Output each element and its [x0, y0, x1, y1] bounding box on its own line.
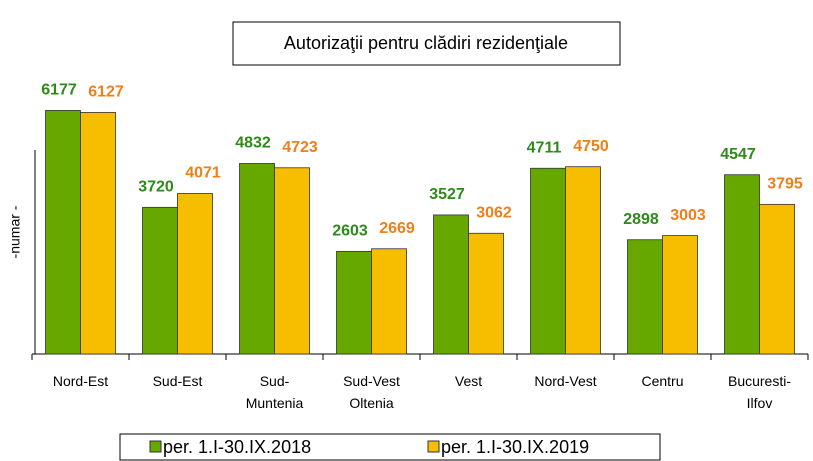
x-tick-label: Vest [455, 373, 482, 389]
bar [662, 235, 698, 355]
value-label: 4832 [235, 135, 271, 152]
legend-label: per. 1.I-30.IX.2018 [163, 437, 311, 457]
value-label: 4750 [573, 138, 609, 155]
bar [45, 110, 81, 355]
bar [530, 167, 566, 355]
x-tick-label: Sud-Est [153, 373, 203, 389]
bar [336, 250, 372, 355]
value-label: 2669 [379, 220, 415, 237]
x-tick-label: Sud-Muntenia [246, 373, 304, 411]
bar [142, 206, 178, 355]
y-axis-label: -numar - [7, 205, 23, 258]
bar [468, 232, 504, 355]
bar [565, 166, 601, 355]
value-label: 4723 [282, 139, 318, 156]
x-tick-label: Centru [641, 373, 683, 389]
bar [274, 167, 310, 355]
legend-swatch [427, 440, 440, 453]
bar [627, 239, 663, 355]
value-label: 2603 [332, 223, 368, 240]
x-tick-label: Nord-Est [53, 373, 108, 389]
bar [371, 248, 407, 355]
value-label: 3795 [767, 176, 803, 193]
bar [759, 203, 795, 355]
value-label: 4547 [720, 146, 756, 163]
value-label: 3527 [429, 186, 465, 203]
value-label: 2898 [623, 211, 659, 228]
value-label: 6127 [88, 84, 124, 101]
value-label: 4711 [527, 139, 562, 156]
value-label: 4071 [185, 165, 221, 182]
bar [433, 214, 469, 355]
bar [239, 163, 275, 355]
legend-box [119, 433, 661, 461]
legend-label: per. 1.I-30.IX.2019 [441, 437, 589, 457]
value-label: 6177 [41, 82, 77, 99]
x-tick-label: Nord-Vest [534, 373, 596, 389]
x-tick-label: Sud-Vest Oltenia [343, 373, 400, 411]
x-tick-label: Bucuresti-Ilfov [728, 373, 791, 411]
title-box [232, 21, 621, 66]
value-label: 3003 [670, 207, 706, 224]
bar [80, 112, 116, 355]
legend-swatch [149, 440, 162, 453]
chart-title: Autorizaţii pentru clădiri rezidenţiale [284, 33, 568, 53]
bar [724, 174, 760, 355]
value-label: 3062 [476, 204, 512, 221]
value-label: 3720 [138, 179, 174, 196]
bar [177, 193, 213, 355]
